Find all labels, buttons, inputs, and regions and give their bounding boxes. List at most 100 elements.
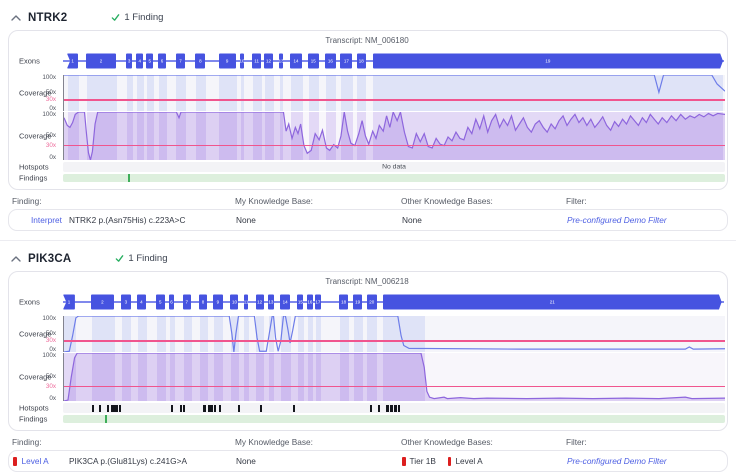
exon-box[interactable]: 11 (252, 53, 261, 69)
findings-table: Finding: My Knowledge Base: Other Knowle… (8, 437, 728, 472)
exon-box[interactable]: 5 (146, 53, 154, 69)
header-my-kb: My Knowledge Base: (235, 196, 313, 206)
exon-box[interactable]: 4 (137, 294, 146, 310)
hotspot-tick (390, 404, 394, 412)
exon-box[interactable]: 18 (339, 294, 349, 310)
exon-band (241, 112, 245, 160)
y-tick-50x: 50x (45, 132, 56, 139)
hotspot-tick (207, 404, 214, 412)
exon-box[interactable]: 18 (356, 53, 366, 69)
exon-box[interactable]: 14 (290, 53, 302, 69)
exon-band (214, 353, 224, 401)
exon-box[interactable]: 19 (352, 294, 363, 310)
exon-box[interactable]: 2 (90, 294, 114, 310)
filter-link[interactable]: Pre-configured Demo Filter (567, 215, 667, 225)
exon-box[interactable]: 15 (307, 53, 319, 69)
track-label-findings: Findings (19, 173, 48, 183)
y-tick-100x: 100x (42, 352, 56, 359)
exon-box[interactable]: 17 (315, 294, 321, 310)
coverage-chart-2 (63, 353, 725, 401)
exon-band (158, 112, 168, 160)
gene-name[interactable]: PIK3CA (28, 252, 72, 265)
coverage-area-chart (64, 112, 725, 160)
hotspot-tick (293, 404, 296, 412)
y-tick-100x: 100x (42, 74, 56, 81)
exon-box[interactable]: 16 (307, 294, 313, 310)
exon-band (308, 75, 320, 111)
tier-badge (402, 456, 406, 466)
exon-box[interactable]: 13 (268, 294, 274, 310)
track-label-coverage: Coverage (19, 88, 52, 98)
exon-band (339, 316, 349, 352)
exon-band (196, 75, 207, 111)
exon-band (147, 112, 154, 160)
hotspot-tick (219, 404, 222, 412)
finding-mark[interactable] (104, 415, 107, 423)
exon-box[interactable]: 8 (195, 53, 206, 69)
exon-box[interactable]: 13 (279, 53, 283, 69)
exon-box[interactable]: 15 (297, 294, 304, 310)
exon-band (280, 75, 284, 111)
exon-box[interactable]: 3 (121, 294, 131, 310)
collapse-chevron-up-icon[interactable] (10, 14, 22, 21)
coverage-chart-1 (63, 316, 725, 352)
exon-box[interactable]: 7 (175, 53, 186, 69)
exon-box[interactable]: 6 (168, 294, 175, 310)
y-tick-30x: 30x (45, 382, 56, 390)
exon-band (264, 112, 274, 160)
exon-box[interactable]: 8 (198, 294, 208, 310)
exon-box[interactable]: 6 (157, 53, 167, 69)
exon-box[interactable]: 19 (372, 53, 723, 69)
exon-box[interactable]: 10 (240, 53, 244, 69)
gene-name[interactable]: NTRK2 (28, 11, 68, 24)
exon-box[interactable]: 2 (86, 53, 116, 69)
hotspot-tick (213, 404, 216, 412)
coverage-track-1: Coverage 100x 50x 30x 0x (9, 315, 725, 353)
exon-box[interactable]: 1 (63, 294, 75, 310)
finding-mark[interactable] (127, 174, 130, 182)
hotspot-tick (98, 404, 101, 412)
exon-box[interactable]: 16 (325, 53, 336, 69)
track-label-findings: Findings (19, 414, 48, 424)
finding-link[interactable]: Interpret (31, 215, 62, 225)
exon-box[interactable]: 4 (136, 53, 144, 69)
exon-box[interactable]: 11 (243, 294, 249, 310)
exon-box[interactable]: 9 (218, 53, 236, 69)
finding-link[interactable]: Level A (21, 456, 49, 466)
exon-box[interactable]: 3 (125, 53, 133, 69)
exon-box[interactable]: 17 (340, 53, 353, 69)
finding-count: 1 Finding (115, 253, 167, 264)
track-label-coverage: Coverage (19, 131, 52, 141)
filter-link[interactable]: Pre-configured Demo Filter (567, 456, 667, 466)
threshold-30x-line (64, 340, 725, 342)
coverage-track-2: Coverage 100x 50x 30x 0x (9, 111, 725, 161)
exon-band (308, 112, 320, 160)
transcript-label: Transcript: NM_006180 (325, 36, 409, 45)
findings-table: Finding: My Knowledge Base: Other Knowle… (8, 196, 728, 231)
exon-box[interactable]: 9 (213, 294, 223, 310)
exon-band (340, 75, 353, 111)
collapse-chevron-up-icon[interactable] (10, 255, 22, 262)
exon-box[interactable]: 1 (66, 53, 79, 69)
exon-box[interactable]: 12 (255, 294, 264, 310)
track-label-hotspots: Hotspots (19, 403, 49, 413)
check-icon (112, 14, 120, 21)
exon-box[interactable]: 14 (280, 294, 291, 310)
header-other-kb: Other Knowledge Bases: (401, 437, 493, 447)
hotspot-tick (179, 404, 183, 412)
exon-box[interactable]: 7 (182, 294, 191, 310)
section-header: PIK3CA 1 Finding (10, 251, 736, 266)
transcript-panel: Transcript: NM_006180 Exons 1 2 3 4 5 6 7 8 9 10 1… (8, 30, 728, 190)
exon-box[interactable]: 12 (264, 53, 273, 69)
other-kb-label: Level A (455, 456, 483, 466)
hotspot-tick (386, 404, 389, 412)
finding-link-cell: Level A (13, 451, 49, 471)
no-data-label: No data (382, 163, 406, 171)
exon-box[interactable]: 10 (230, 294, 239, 310)
exon-box[interactable]: 5 (155, 294, 165, 310)
exon-track: Exons 1 2 3 4 5 6 7 8 9 10 11 12 13 14 15 16 17 18 19 20 21 (9, 290, 725, 314)
exon-box[interactable]: 21 (382, 294, 722, 310)
exon-band (169, 353, 176, 401)
exon-box[interactable]: 20 (366, 294, 377, 310)
exon-band (126, 75, 134, 111)
